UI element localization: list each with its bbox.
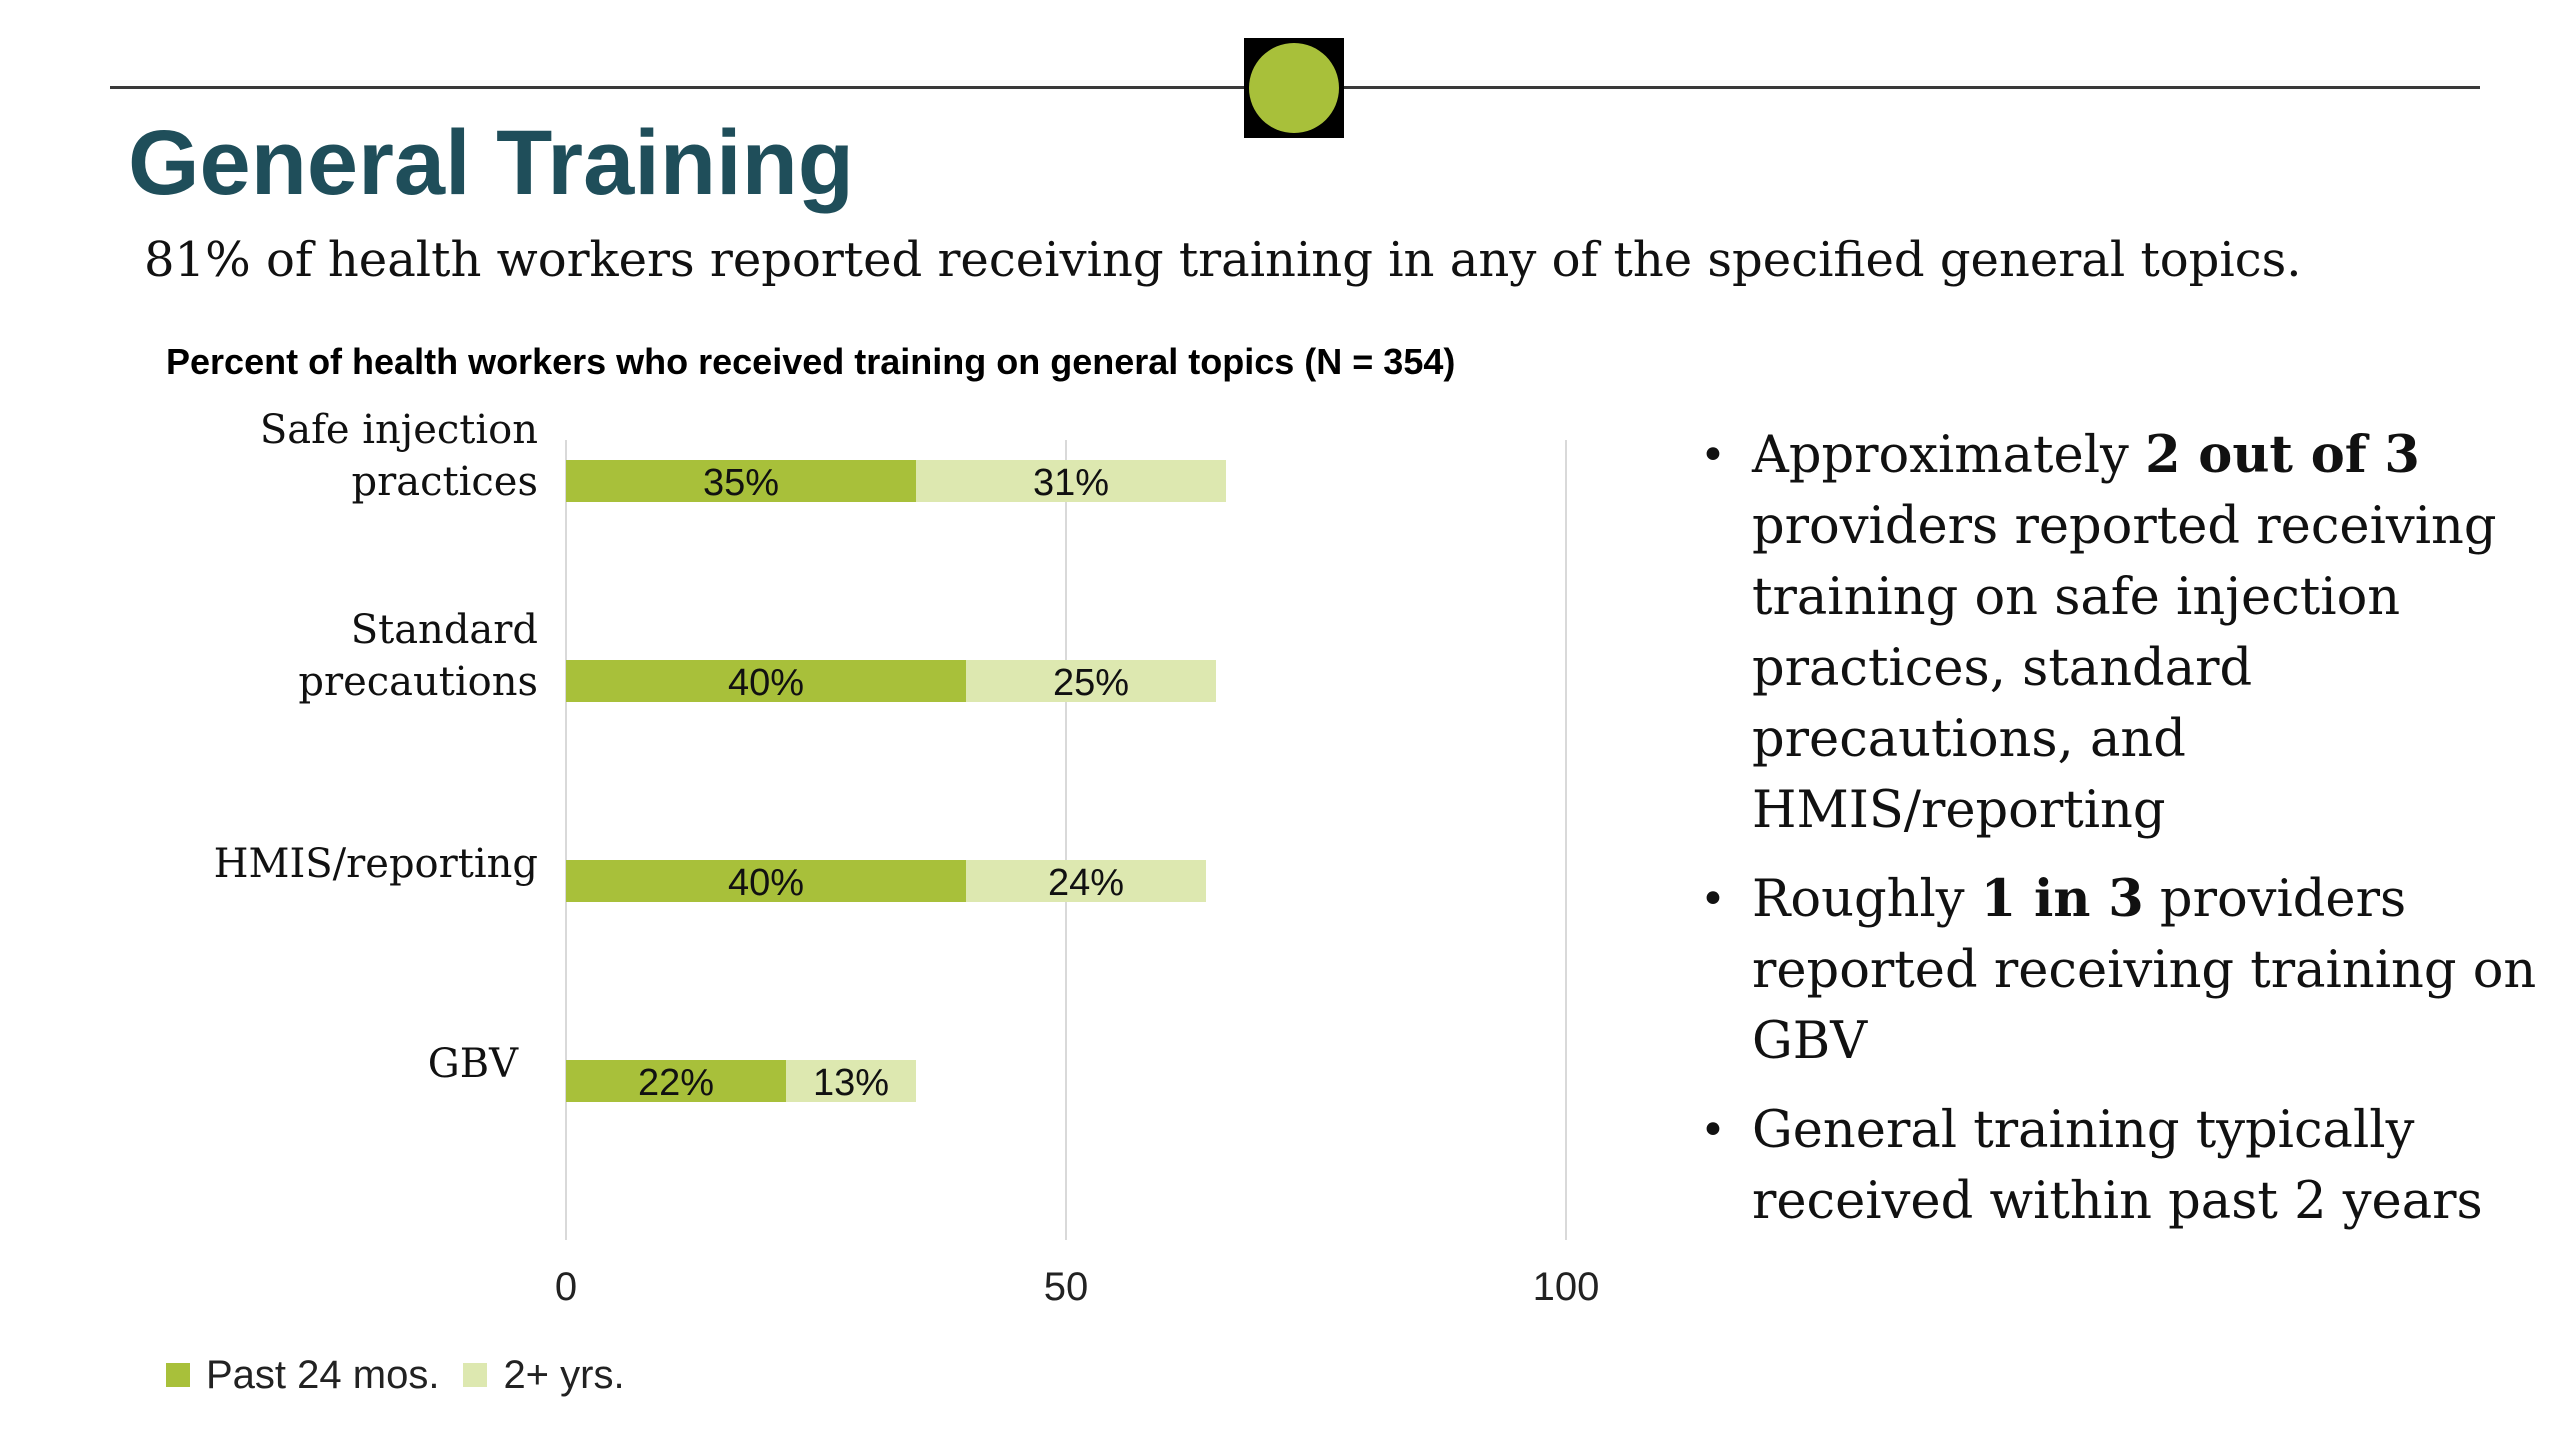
category-label: Safe injection: [260, 407, 538, 453]
x-tick-label: 50: [1044, 1265, 1089, 1309]
legend-label-past-24: Past 24 mos.: [206, 1352, 440, 1397]
category-label: HMIS/reporting: [214, 841, 538, 887]
bar-past-24: [566, 1060, 786, 1102]
bullet-dot-icon: •: [1700, 874, 1726, 925]
x-tick-label: 0: [555, 1265, 577, 1309]
finding-item: • Approximately 2 out of 3 providers rep…: [1700, 420, 2540, 846]
data-label: 40%: [728, 662, 804, 704]
data-label: 40%: [728, 862, 804, 904]
finding-emphasis: 1 in 3: [1980, 869, 2144, 929]
slide-subtitle: 81% of health workers reported receiving…: [144, 232, 2302, 288]
data-label: 31%: [1033, 462, 1109, 504]
category-label: Standard: [351, 607, 538, 653]
finding-text: General training typically received with…: [1752, 1101, 2483, 1231]
bar-past-24: [566, 460, 916, 502]
header-marker: [1244, 38, 1344, 138]
data-label: 22%: [638, 1062, 714, 1104]
data-label: 35%: [703, 462, 779, 504]
bar-two-plus: [786, 1060, 916, 1102]
bullet-dot-icon: •: [1700, 1105, 1726, 1156]
bar-past-24: [566, 860, 966, 902]
x-tick-label: 100: [1533, 1265, 1600, 1309]
header-marker-dot: [1249, 43, 1339, 133]
category-label: precautions: [298, 659, 538, 705]
chart-legend: Past 24 mos. 2+ yrs.: [166, 1352, 649, 1398]
chart-title: Percent of health workers who received t…: [166, 341, 1456, 382]
category-label: GBV: [428, 1041, 519, 1087]
finding-item: • Roughly 1 in 3 providers reported rece…: [1700, 864, 2540, 1077]
bar-two-plus: [966, 860, 1206, 902]
bullet-dot-icon: •: [1700, 430, 1726, 481]
data-label: 25%: [1053, 662, 1129, 704]
bar-past-24: [566, 660, 966, 702]
key-findings-list: • Approximately 2 out of 3 providers rep…: [1700, 420, 2540, 1255]
finding-text-rest: providers reported receiving training on…: [1752, 870, 2537, 1071]
legend-swatch-two-plus: [463, 1363, 488, 1387]
legend-item-past-24: Past 24 mos.: [166, 1353, 439, 1398]
finding-text: Roughly: [1752, 870, 1981, 929]
legend-label-two-plus: 2+ yrs.: [503, 1352, 625, 1397]
legend-swatch-past-24: [166, 1363, 190, 1387]
bar-two-plus: [916, 460, 1226, 502]
slide-title: General Training: [128, 112, 854, 214]
finding-item: • General training typically received wi…: [1700, 1095, 2540, 1237]
finding-emphasis: 2 out of 3: [2145, 425, 2420, 485]
bar-two-plus: [966, 660, 1216, 702]
bar-chart: 35% 31% Safe injection practices 40% 25% Stand…: [214, 407, 1600, 1309]
category-label: practices: [352, 459, 538, 505]
legend-item-two-plus: 2+ yrs.: [463, 1352, 625, 1398]
data-label: 13%: [813, 1062, 889, 1104]
data-label: 24%: [1048, 862, 1124, 904]
finding-text-rest: providers reported receiving training on…: [1752, 497, 2497, 840]
finding-text: Approximately: [1752, 426, 2146, 485]
